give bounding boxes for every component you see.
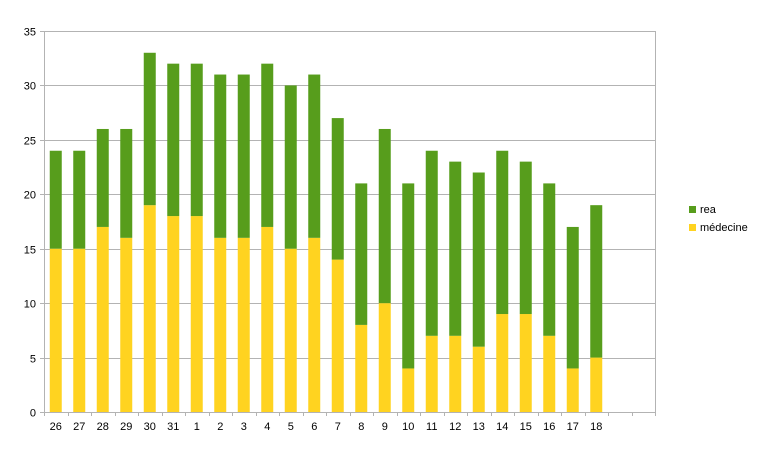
bar-médecine-7 [331, 259, 344, 412]
bar-rea-4 [261, 63, 274, 227]
bar-rea-7 [331, 118, 344, 260]
grid-lines [44, 31, 656, 412]
x-tick-label-15: 15 [520, 421, 532, 433]
x-tick-label-2: 2 [217, 421, 223, 433]
x-tick-label-12: 12 [449, 421, 461, 433]
bar-médecine-11 [425, 335, 438, 412]
x-tick-label-31: 31 [167, 421, 179, 433]
x-tick-label-5: 5 [288, 421, 294, 433]
y-tick-label-30: 30 [24, 81, 36, 93]
bar-rea-1 [190, 63, 203, 217]
bar-médecine-8 [355, 324, 368, 412]
bar-médecine-15 [519, 314, 532, 412]
x-tick-label-10: 10 [402, 421, 414, 433]
legend: rea médecine [689, 204, 748, 234]
bar-rea-6 [308, 74, 321, 238]
bar-médecine-31 [167, 216, 180, 412]
legend-swatch-médecine [689, 224, 696, 231]
bar-rea-15 [519, 161, 532, 315]
x-tick-label-26: 26 [50, 421, 62, 433]
x-tick-label-30: 30 [144, 421, 156, 433]
bar-médecine-18 [590, 357, 603, 412]
x-tick-label-16: 16 [543, 421, 555, 433]
y-tick-label-25: 25 [24, 136, 36, 148]
legend-label-médecine: médecine [700, 222, 748, 234]
bar-rea-16 [543, 183, 556, 336]
bar-rea-12 [449, 161, 462, 336]
bar-médecine-27 [73, 248, 86, 412]
x-tick-label-17: 17 [567, 421, 579, 433]
bar-rea-28 [96, 128, 109, 227]
bar-rea-27 [73, 150, 86, 249]
x-tick-label-11: 11 [426, 421, 437, 433]
bar-rea-29 [120, 128, 133, 238]
y-tick-label-35: 35 [24, 27, 36, 39]
bar-rea-14 [496, 150, 509, 315]
bar-médecine-6 [308, 237, 321, 412]
bar-médecine-28 [96, 226, 109, 412]
bar-médecine-2 [214, 237, 227, 412]
legend-label-rea: rea [700, 204, 717, 216]
bar-médecine-29 [120, 237, 133, 412]
bar-rea-5 [284, 85, 297, 249]
bar-médecine-10 [402, 368, 415, 412]
x-tick-label-6: 6 [311, 421, 317, 433]
bar-médecine-12 [449, 335, 462, 412]
x-tick-label-28: 28 [97, 421, 109, 433]
x-tick-label-8: 8 [358, 421, 364, 433]
bar-médecine-3 [237, 237, 250, 412]
bar-rea-2 [214, 74, 227, 238]
y-tick-label-10: 10 [24, 299, 36, 311]
x-tick-label-7: 7 [335, 421, 341, 433]
x-tick-label-1: 1 [194, 421, 200, 433]
bar-médecine-9 [378, 303, 391, 412]
bar-médecine-14 [496, 314, 509, 412]
bar-rea-8 [355, 183, 368, 325]
x-axis-tick-labels: 26 27 28 29 30 31 1 2 3 4 5 6 7 8 9 10 11 12 13 14 15 16 17 18 [50, 421, 603, 433]
x-tick-label-3: 3 [241, 421, 247, 433]
bars [49, 52, 603, 412]
bar-rea-9 [378, 128, 391, 304]
x-tick-label-29: 29 [120, 421, 132, 433]
bar-rea-26 [49, 150, 62, 249]
y-axis-tick-labels: 0 5 10 15 20 25 30 35 [24, 27, 36, 420]
bar-médecine-4 [261, 226, 274, 412]
bar-rea-10 [402, 183, 415, 369]
y-tick-label-0: 0 [30, 408, 36, 420]
bar-rea-18 [590, 205, 603, 358]
bar-rea-11 [425, 150, 438, 336]
y-tick-label-5: 5 [30, 354, 36, 366]
bar-médecine-13 [472, 346, 485, 412]
bar-médecine-16 [543, 335, 556, 412]
x-tick-label-27: 27 [73, 421, 85, 433]
bar-médecine-26 [49, 248, 62, 412]
x-tick-label-18: 18 [590, 421, 602, 433]
x-tick-label-13: 13 [473, 421, 485, 433]
bar-rea-3 [237, 74, 250, 238]
bar-médecine-5 [284, 248, 297, 412]
x-tick-label-14: 14 [496, 421, 508, 433]
x-tick-label-4: 4 [264, 421, 270, 433]
bar-rea-13 [472, 172, 485, 347]
y-tick-label-15: 15 [24, 245, 36, 257]
legend-swatch-rea [689, 206, 696, 213]
bar-rea-17 [566, 226, 579, 369]
x-tick-label-9: 9 [382, 421, 388, 433]
axes [40, 31, 656, 416]
bar-médecine-1 [190, 216, 203, 412]
bar-médecine-30 [143, 205, 156, 412]
bar-rea-30 [143, 52, 156, 206]
bar-rea-31 [167, 63, 180, 217]
bar-médecine-17 [566, 368, 579, 412]
y-tick-label-20: 20 [24, 190, 36, 202]
